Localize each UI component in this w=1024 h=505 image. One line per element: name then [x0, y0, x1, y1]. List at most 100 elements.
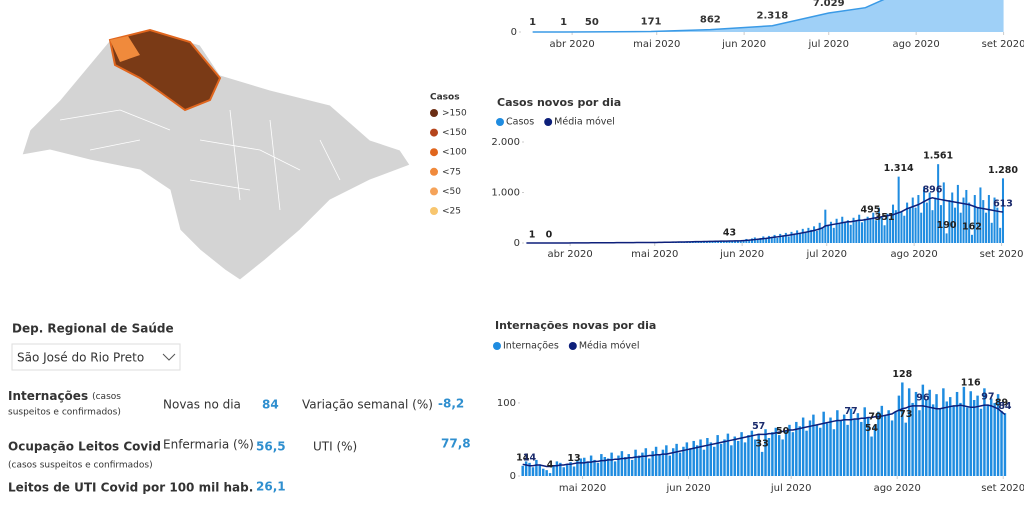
bar: [954, 207, 957, 243]
bar: [736, 440, 740, 476]
label: Enfermaria (%): [163, 438, 254, 452]
data-label: 89: [995, 397, 1008, 408]
bar: [740, 432, 743, 476]
bar: [815, 424, 819, 476]
bar: [562, 467, 565, 476]
bar: [860, 421, 863, 476]
dropdown-chevron[interactable]: [162, 353, 176, 361]
bar: [983, 388, 986, 476]
bar: [996, 394, 1000, 476]
bar: [996, 207, 999, 243]
bar: [801, 228, 804, 243]
bar: [886, 213, 889, 243]
bar: [938, 408, 942, 476]
data-label: 96: [916, 392, 930, 403]
bar: [812, 414, 815, 476]
bar: [569, 462, 572, 476]
area-line: [532, 0, 885, 33]
bar: [901, 382, 904, 476]
bar: [897, 395, 901, 476]
bar: [779, 233, 782, 243]
bar: [762, 236, 765, 243]
legend-label: Internações: [503, 341, 559, 352]
x-tick-label: abr 2020: [548, 249, 593, 260]
bar: [734, 240, 737, 243]
x-tick-label: mai 2020: [631, 249, 678, 260]
bar: [765, 238, 768, 243]
filter-label: Dep. Regional de Saúde: [12, 322, 174, 336]
chart-title: Internações novas por dia: [495, 319, 656, 332]
value: 56,5: [256, 440, 286, 454]
note: (casos: [92, 392, 121, 402]
bar: [959, 212, 962, 243]
label: Novas no dia: [163, 398, 241, 412]
bar: [624, 457, 627, 476]
bar: [952, 405, 955, 476]
bar: [706, 438, 709, 476]
bar: [750, 238, 754, 243]
bar: [764, 429, 767, 476]
state-shape: [21, 29, 411, 281]
bar: [790, 231, 793, 243]
data-label: 613: [993, 199, 1013, 210]
dropdown[interactable]: [11, 343, 181, 371]
bar: [959, 402, 962, 476]
bar: [990, 222, 993, 243]
internacoes-title: Internações (casos: [8, 389, 121, 403]
bar: [931, 210, 934, 243]
label: Variação semanal (%): [302, 398, 433, 412]
dropdown-value[interactable]: São José do Rio Preto: [17, 351, 144, 365]
bar: [1003, 413, 1007, 476]
area: [532, 0, 1004, 32]
bar: [722, 241, 725, 243]
bar: [760, 451, 764, 476]
bar: [576, 459, 579, 476]
bar: [904, 422, 907, 476]
data-label: 351: [875, 212, 895, 223]
bar: [531, 467, 535, 476]
bar: [948, 397, 952, 476]
bar: [555, 461, 559, 476]
map: [21, 28, 411, 281]
bar: [939, 205, 942, 243]
bar: [627, 454, 630, 476]
bar: [875, 220, 878, 243]
bar: [891, 204, 895, 243]
bar: [796, 230, 799, 243]
bar: [948, 200, 951, 243]
bar: [923, 187, 926, 243]
bar: [795, 421, 798, 476]
bar: [730, 445, 733, 476]
legend-swatch: [430, 128, 438, 137]
bar: [863, 218, 866, 243]
bar: [917, 195, 920, 243]
x-tick-label: jul 2020: [770, 483, 812, 494]
bar: [668, 455, 672, 476]
bar: [776, 237, 779, 243]
ocupacao-title: Ocupação Leitos Covid: [8, 440, 161, 454]
bar: [844, 222, 847, 243]
bar: [969, 391, 972, 476]
bar: [827, 225, 830, 243]
bar: [846, 220, 849, 243]
data-label: 1.314: [884, 163, 914, 174]
bar: [931, 404, 935, 476]
bar: [928, 192, 931, 243]
bar: [685, 442, 689, 476]
bar: [873, 424, 877, 476]
bar: [934, 197, 937, 243]
data-label: 73: [899, 409, 912, 420]
x-tick-label: jul 2020: [807, 39, 849, 50]
legend-label: >150: [442, 109, 467, 119]
legend-title: Casos: [430, 93, 460, 103]
bar: [976, 395, 979, 476]
bar: [524, 461, 528, 476]
bar: [925, 399, 928, 476]
x-tick-label: ago 2020: [893, 39, 940, 50]
bar: [788, 424, 791, 476]
bar: [750, 430, 754, 476]
bar: [630, 459, 634, 476]
bar: [773, 234, 776, 243]
bar: [725, 240, 728, 243]
bar: [733, 436, 736, 476]
